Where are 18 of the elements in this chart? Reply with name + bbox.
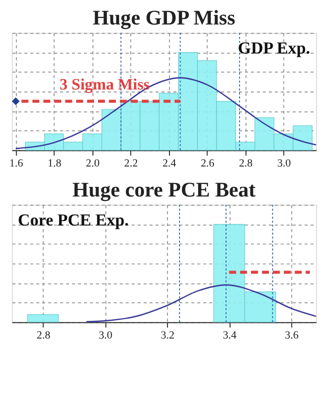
annotation: Core PCE Exp.: [18, 210, 129, 230]
chart-title: Huge core PCE Beat: [72, 177, 256, 202]
x-tick-label: 2.8: [36, 329, 51, 342]
x-tick-label: 3.4: [222, 329, 238, 342]
x-tick-label: 3.2: [160, 329, 174, 342]
x-tick-label: 2.6: [200, 158, 215, 170]
x-tick-label: 3.0: [98, 329, 113, 342]
x-tick-label: 2.4: [162, 158, 177, 170]
x-tick-label: 1.6: [9, 158, 24, 170]
annotation: 3 Sigma Miss: [60, 76, 150, 94]
x-tick-label: 3.0: [277, 158, 292, 170]
chart-title: Huge GDP Miss: [92, 5, 236, 30]
x-tick-label: 2.8: [238, 158, 254, 170]
x-tick-label: 2.2: [124, 158, 138, 170]
x-tick-label: 2.0: [86, 158, 100, 170]
x-tick-label: 3.6: [284, 329, 300, 342]
x-tick-label: 1.8: [48, 158, 62, 170]
annotation: GDP Exp.: [238, 38, 310, 58]
